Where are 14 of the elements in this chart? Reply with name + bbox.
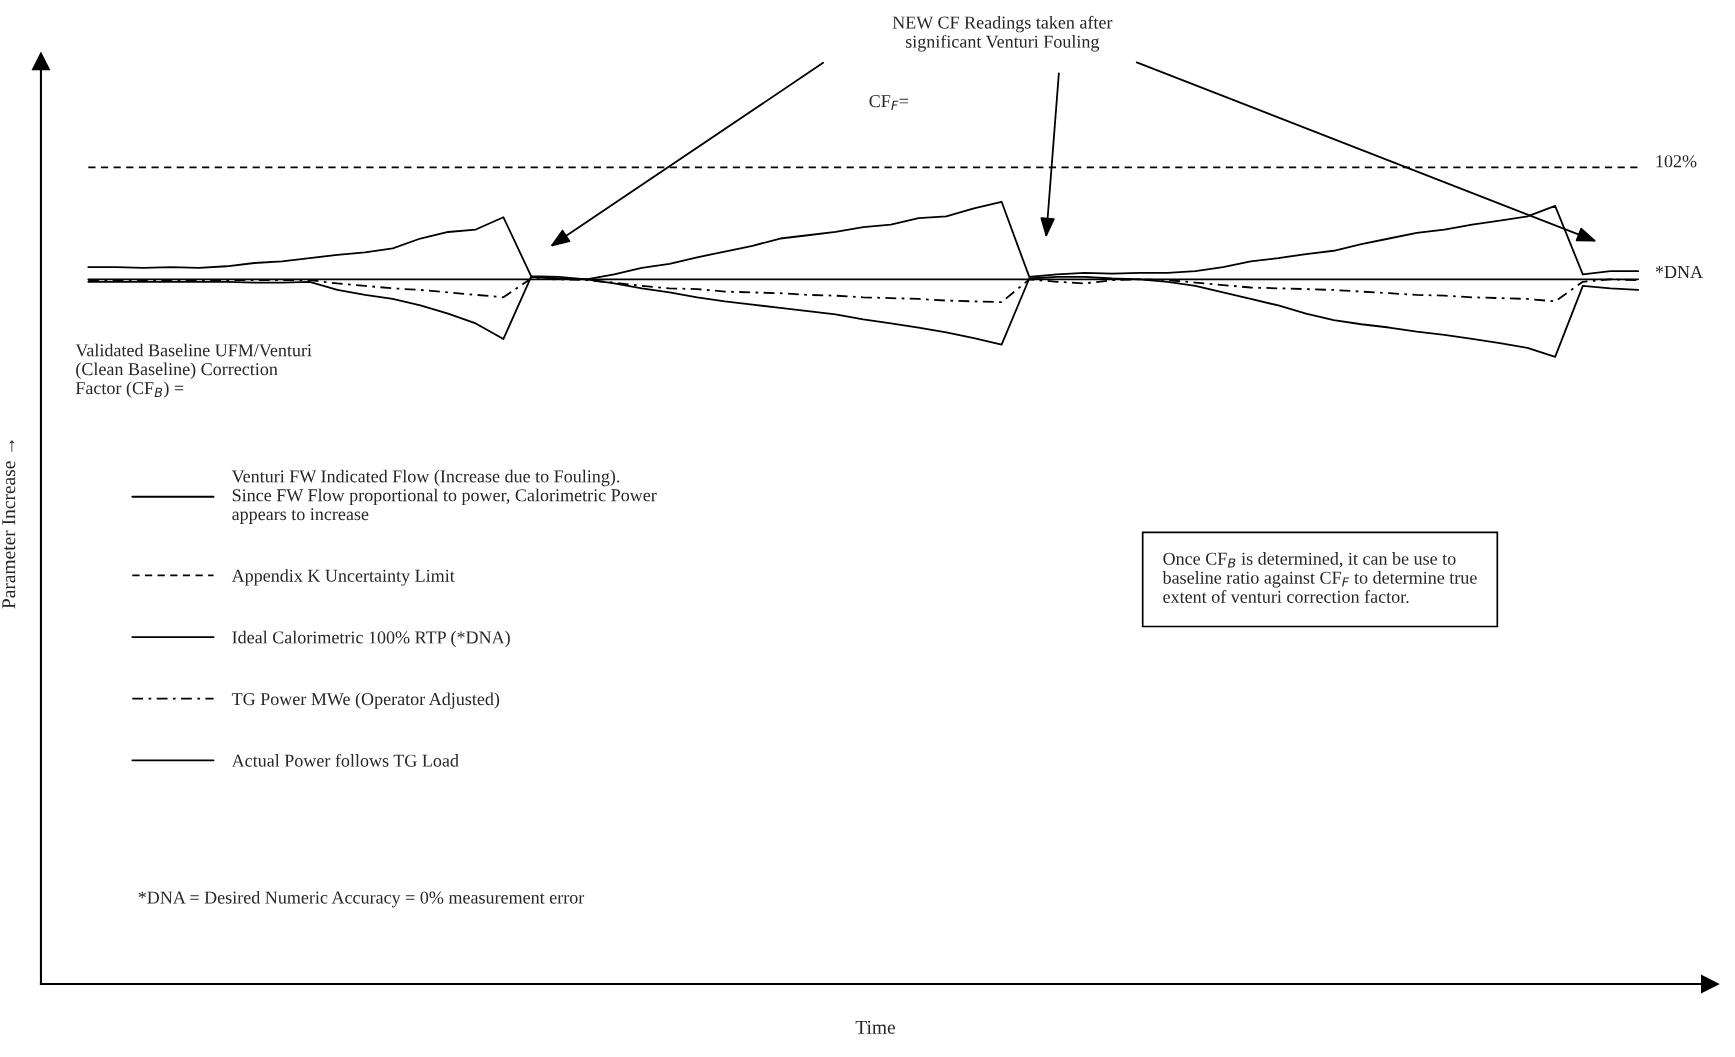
text: NEW CF Readings taken after significant Venturi Fouling	[892, 15, 1113, 52]
legend-label: Venturi FW Indicated Flow (Increase due to Fouling). Since FW Flow proportional to power, Calorimetric Power appears to increase	[231, 469, 657, 524]
legend-label: TG Power MWe (Operator Adjusted)	[231, 692, 500, 709]
legend-label: Ideal Calorimetric 100% RTP (*DNA)	[232, 630, 510, 648]
annotation: Once CF$_{B}$ is determined, it can be use to baseline ratio against CF$_{F}$ to determine true extent of venturi correction factor.	[1162, 552, 1477, 604]
x-axis-title: Time	[855, 1020, 895, 1034]
legend-label: Appendix K Uncertainty Limit	[231, 569, 455, 586]
text: *DNA	[1655, 265, 1703, 278]
annotation: *DNA = Desired Numeric Accuracy = 0% measurement error	[138, 890, 585, 908]
text: CF$_{F}$=	[869, 95, 909, 110]
y-axis-title: Parameter Increase →	[2, 440, 16, 609]
annotation: Validated Baseline UFM/Venturi (Clean Baseline) Correction Factor (CF$_{B}$) =	[75, 343, 312, 398]
text: 102%	[1656, 155, 1697, 168]
legend-label: Actual Power follows TG Load	[231, 753, 459, 767]
